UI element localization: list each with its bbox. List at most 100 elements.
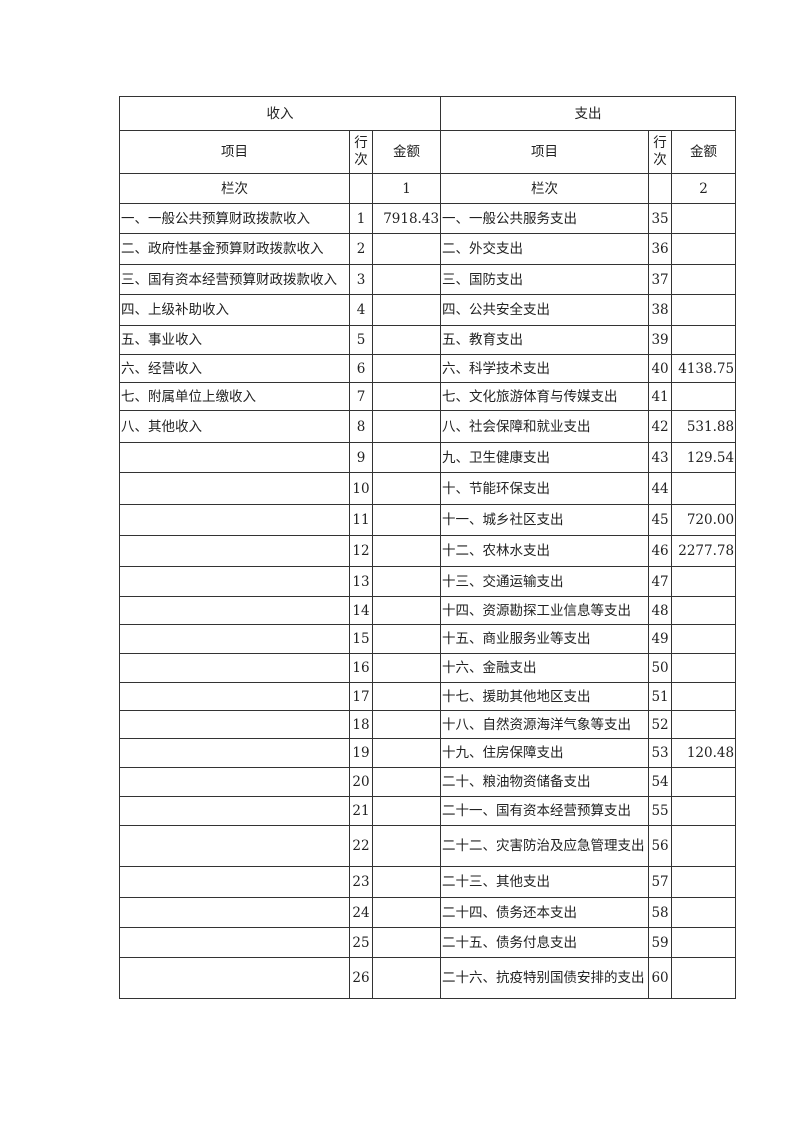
table-row: 19 十九、住房保障支出 53 120.48 [119,738,737,768]
income-row-no: 22 [349,825,373,867]
expense-row-no: 58 [648,897,673,928]
income-amount [371,354,442,383]
income-row-no: 10 [349,472,373,505]
income-row-no: 11 [349,504,373,536]
expense-item: 八、社会保障和就业支出 [440,410,650,443]
income-amount [371,294,442,326]
expense-item: 十七、援助其他地区支出 [440,682,650,711]
income-amount [371,233,442,265]
income-header: 收入 [118,96,442,131]
expense-item: 十九、住房保障支出 [440,738,650,768]
income-row-no-header: 行次 [349,130,373,174]
income-amount [371,738,442,768]
expense-item: 十八、自然资源海洋气象等支出 [440,710,650,739]
expense-row-no: 38 [648,294,673,326]
expense-item: 二、外交支出 [440,233,650,265]
expense-item: 五、教育支出 [440,325,650,355]
table-row: 12 十二、农林水支出 46 2277.78 [119,535,737,567]
table-row: 一、一般公共预算财政拨款收入 1 7918.43 一、一般公共服务支出 35 [119,203,737,234]
expense-row-no: 54 [648,767,673,797]
table-row: 10 十、节能环保支出 44 [119,472,737,505]
expense-row-no: 50 [648,653,673,683]
expense-item: 四、公共安全支出 [440,294,650,326]
table-row: 13 十三、交通运输支出 47 [119,566,737,597]
table-row: 七、附属单位上缴收入 7 七、文化旅游体育与传媒支出 41 [119,382,737,411]
expense-amount [671,710,737,739]
income-row-no: 9 [349,442,373,473]
expense-amount [671,472,737,505]
income-item [119,767,350,797]
income-amount [371,566,442,597]
income-item: 一、一般公共预算财政拨款收入 [119,203,350,234]
expense-amount [671,866,737,898]
expense-item: 二十、粮油物资储备支出 [440,767,650,797]
table-row: 22 二十二、灾害防治及应急管理支出 56 [119,825,737,867]
expense-amount: 129.54 [671,442,737,473]
income-amount [371,472,442,505]
expense-row-no: 46 [648,535,673,567]
table-row: 三、国有资本经营预算财政拨款收入 3 三、国防支出 37 [119,264,737,295]
expense-item: 六、科学技术支出 [440,354,650,383]
expense-column-label: 栏次 [440,173,650,204]
income-item [119,957,350,999]
expense-item: 二十六、抗疫特别国债安排的支出 [440,957,650,999]
income-amount [371,957,442,999]
expense-amount [671,325,737,355]
income-row-no: 14 [349,596,373,625]
expense-amount [671,957,737,999]
expense-amount [671,653,737,683]
table-row: 26 二十六、抗疫特别国债安排的支出 60 [119,957,737,999]
income-row-no: 18 [349,710,373,739]
income-row-no: 7 [349,382,373,411]
income-item: 五、事业收入 [119,325,350,355]
expense-row-no: 43 [648,442,673,473]
income-row-no: 20 [349,767,373,797]
income-column-number: 1 [371,173,442,204]
expense-row-no: 45 [648,504,673,536]
expense-amount: 720.00 [671,504,737,536]
income-row-no: 24 [349,897,373,928]
expense-item: 十一、城乡社区支出 [440,504,650,536]
expense-amount [671,566,737,597]
income-row-no: 13 [349,566,373,597]
income-item: 七、附属单位上缴收入 [119,382,350,411]
expense-row-no: 59 [648,927,673,958]
expense-row-no: 48 [648,596,673,625]
income-item [119,442,350,473]
income-row-no-blank [349,173,373,204]
table-row: 五、事业收入 5 五、教育支出 39 [119,325,737,355]
expense-item: 十二、农林水支出 [440,535,650,567]
income-item [119,927,350,958]
table-row: 14 十四、资源勘探工业信息等支出 48 [119,596,737,625]
income-item: 三、国有资本经营预算财政拨款收入 [119,264,350,295]
income-row-no: 12 [349,535,373,567]
income-row-no: 19 [349,738,373,768]
expense-row-no: 39 [648,325,673,355]
income-row-no: 3 [349,264,373,295]
expense-item: 十六、金融支出 [440,653,650,683]
expense-row-no: 47 [648,566,673,597]
expense-row-no: 57 [648,866,673,898]
income-amount [371,382,442,411]
income-item [119,653,350,683]
expense-item: 十五、商业服务业等支出 [440,624,650,654]
income-row-no: 26 [349,957,373,999]
table-row: 20 二十、粮油物资储备支出 54 [119,767,737,797]
income-amount [371,535,442,567]
income-amount [371,866,442,898]
income-column-label: 栏次 [119,173,350,204]
income-item: 六、经营收入 [119,354,350,383]
expense-row-no: 40 [648,354,673,383]
expense-row-no: 55 [648,796,673,826]
expense-row-no: 42 [648,410,673,443]
expense-amount [671,796,737,826]
income-item [119,710,350,739]
expense-amount [671,264,737,295]
expense-row-no-header: 行次 [648,130,673,174]
expense-row-no: 37 [648,264,673,295]
income-amount [371,325,442,355]
table-row: 9 九、卫生健康支出 43 129.54 [119,442,737,473]
expense-amount [671,294,737,326]
income-row-no: 4 [349,294,373,326]
income-amount [371,653,442,683]
